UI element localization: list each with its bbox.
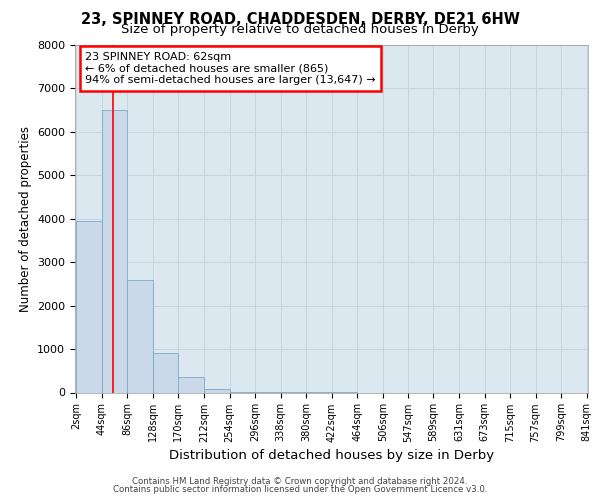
Text: Contains public sector information licensed under the Open Government Licence v3: Contains public sector information licen… [113,485,487,494]
Bar [102,110,127,393]
Text: Contains HM Land Registry data © Crown copyright and database right 2024.: Contains HM Land Registry data © Crown c… [132,477,468,486]
Text: 23, SPINNEY ROAD, CHADDESDEN, DERBY, DE21 6HW: 23, SPINNEY ROAD, CHADDESDEN, DERBY, DE2… [80,12,520,28]
Y-axis label: Number of detached properties: Number of detached properties [19,126,32,312]
Bar [153,354,178,393]
Text: Size of property relative to detached houses in Derby: Size of property relative to detached ho… [121,22,479,36]
Bar [178,378,204,392]
X-axis label: Distribution of detached houses by size in Derby: Distribution of detached houses by size … [169,448,494,462]
Bar [127,280,153,392]
Bar [76,221,102,392]
Text: 23 SPINNEY ROAD: 62sqm
← 6% of detached houses are smaller (865)
94% of semi-det: 23 SPINNEY ROAD: 62sqm ← 6% of detached … [85,52,376,85]
Bar [204,389,230,392]
